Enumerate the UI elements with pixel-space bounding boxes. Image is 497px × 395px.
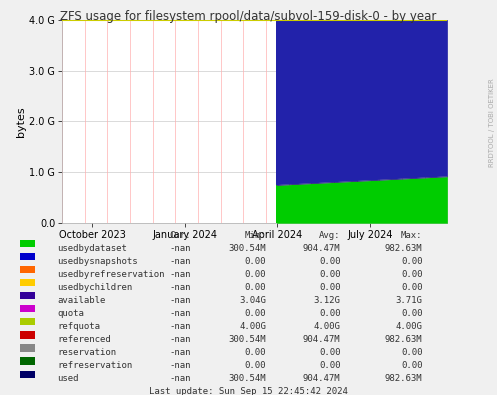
Text: 0.00: 0.00 <box>245 270 266 279</box>
Text: 0.00: 0.00 <box>245 361 266 371</box>
Text: 300.54M: 300.54M <box>228 374 266 384</box>
Text: 0.00: 0.00 <box>319 270 340 279</box>
Text: refquota: refquota <box>57 322 100 331</box>
Text: 0.00: 0.00 <box>245 283 266 292</box>
Text: 0.00: 0.00 <box>319 361 340 371</box>
Text: -nan: -nan <box>170 374 191 384</box>
Text: 982.63M: 982.63M <box>385 244 422 253</box>
Text: Avg:: Avg: <box>319 231 340 240</box>
Text: reservation: reservation <box>57 348 116 357</box>
Text: 4.00G: 4.00G <box>239 322 266 331</box>
Text: 904.47M: 904.47M <box>303 244 340 253</box>
Text: quota: quota <box>57 309 84 318</box>
Text: 3.04G: 3.04G <box>239 296 266 305</box>
Text: usedbydataset: usedbydataset <box>57 244 127 253</box>
Text: 0.00: 0.00 <box>245 257 266 266</box>
Text: -nan: -nan <box>170 270 191 279</box>
Text: RRDTOOL / TOBI OETIKER: RRDTOOL / TOBI OETIKER <box>489 78 495 167</box>
Text: 0.00: 0.00 <box>319 257 340 266</box>
Text: -nan: -nan <box>170 283 191 292</box>
Text: 0.00: 0.00 <box>319 309 340 318</box>
Text: 982.63M: 982.63M <box>385 335 422 344</box>
Text: 4.00G: 4.00G <box>396 322 422 331</box>
Text: 3.12G: 3.12G <box>314 296 340 305</box>
Text: 0.00: 0.00 <box>401 361 422 371</box>
Text: 0.00: 0.00 <box>401 283 422 292</box>
Text: 0.00: 0.00 <box>401 348 422 357</box>
Text: 4.00G: 4.00G <box>314 322 340 331</box>
Text: -nan: -nan <box>170 322 191 331</box>
Text: 904.47M: 904.47M <box>303 374 340 384</box>
Text: usedbychildren: usedbychildren <box>57 283 132 292</box>
Text: Max:: Max: <box>401 231 422 240</box>
Text: 300.54M: 300.54M <box>228 244 266 253</box>
Text: 904.47M: 904.47M <box>303 335 340 344</box>
Text: 0.00: 0.00 <box>319 283 340 292</box>
Text: 0.00: 0.00 <box>401 270 422 279</box>
Text: 982.63M: 982.63M <box>385 374 422 384</box>
Text: 0.00: 0.00 <box>401 257 422 266</box>
Text: -nan: -nan <box>170 296 191 305</box>
Text: 0.00: 0.00 <box>245 348 266 357</box>
Text: Last update: Sun Sep 15 22:45:42 2024: Last update: Sun Sep 15 22:45:42 2024 <box>149 387 348 395</box>
Y-axis label: bytes: bytes <box>16 106 26 137</box>
Text: usedbysnapshots: usedbysnapshots <box>57 257 138 266</box>
Text: used: used <box>57 374 79 384</box>
Text: ZFS usage for filesystem rpool/data/subvol-159-disk-0 - by year: ZFS usage for filesystem rpool/data/subv… <box>60 10 437 23</box>
Text: refreservation: refreservation <box>57 361 132 371</box>
Text: -nan: -nan <box>170 244 191 253</box>
Text: 0.00: 0.00 <box>401 309 422 318</box>
Text: -nan: -nan <box>170 309 191 318</box>
Text: -nan: -nan <box>170 257 191 266</box>
Text: Min:: Min: <box>245 231 266 240</box>
Text: -nan: -nan <box>170 361 191 371</box>
Text: 0.00: 0.00 <box>245 309 266 318</box>
Text: Cur:: Cur: <box>170 231 191 240</box>
Text: 3.71G: 3.71G <box>396 296 422 305</box>
Text: 0.00: 0.00 <box>319 348 340 357</box>
Text: 300.54M: 300.54M <box>228 335 266 344</box>
Text: -nan: -nan <box>170 335 191 344</box>
Text: usedbyrefreservation: usedbyrefreservation <box>57 270 165 279</box>
Text: -nan: -nan <box>170 348 191 357</box>
Text: referenced: referenced <box>57 335 111 344</box>
Text: available: available <box>57 296 105 305</box>
